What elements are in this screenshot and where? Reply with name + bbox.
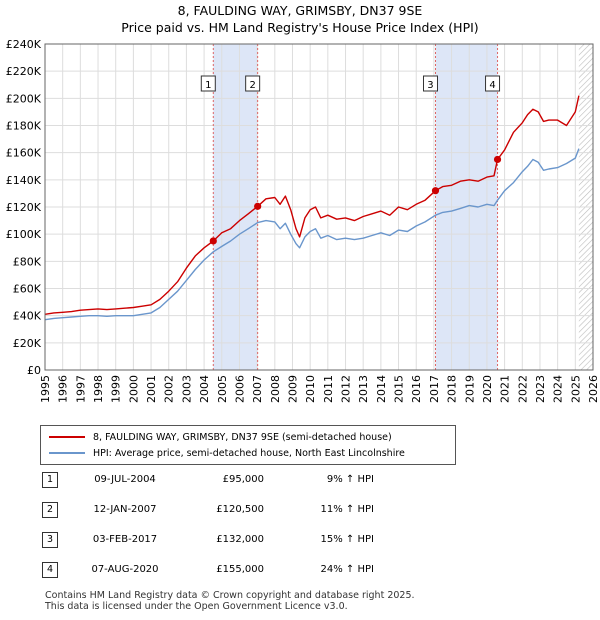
- x-tick-label: 2024: [552, 375, 565, 403]
- sale-row: 2 12-JAN-2007 £120,500 11% ↑ HPI: [42, 502, 562, 522]
- footer-licence: This data is licensed under the Open Gov…: [45, 601, 348, 612]
- sale-price: £120,500: [216, 504, 264, 515]
- y-tick-label: £100K: [6, 228, 42, 241]
- price-chart: £0 £20K £40K £60K £80K £100K £120K £140K £160K £1…: [6, 38, 600, 403]
- x-tick-label: 2006: [233, 375, 246, 403]
- y-tick-label: £60K: [13, 283, 42, 296]
- y-tick-label: £240K: [6, 38, 42, 51]
- x-tick-label: 2010: [304, 375, 317, 403]
- sale-hpi-diff: 9% ↑ HPI: [326, 474, 374, 485]
- x-tick-label: 2015: [393, 375, 406, 403]
- title-line-1: 8, FAULDING WAY, GRIMSBY, DN37 9SE: [177, 3, 423, 18]
- sale-label-number: 4: [489, 80, 495, 91]
- x-tick-label: 2018: [446, 375, 459, 403]
- x-tick-label: 1998: [92, 375, 105, 403]
- legend-line-hpi: [49, 452, 85, 454]
- legend-line-property: [49, 436, 85, 438]
- sale-price: £132,000: [216, 534, 264, 545]
- sale-date: 12-JAN-2007: [93, 504, 157, 515]
- sale-hpi-diff: 24% ↑ HPI: [320, 564, 374, 575]
- sale-label-number: 2: [249, 80, 255, 91]
- x-tick-label: 2013: [357, 375, 370, 403]
- legend: 8, FAULDING WAY, GRIMSBY, DN37 9SE (semi…: [40, 425, 456, 465]
- sale-label-frame: [422, 75, 438, 92]
- legend-label-hpi: HPI: Average price, semi-detached house,…: [93, 447, 405, 459]
- y-tick-label: £200K: [6, 92, 42, 105]
- x-tick-label: 2014: [375, 375, 388, 403]
- sale-label-frame: [485, 75, 501, 92]
- y-tick-label: £40K: [13, 310, 42, 323]
- y-tick-label: £160K: [6, 147, 42, 160]
- x-tick-label: 1997: [74, 375, 87, 403]
- sale-price: £95,000: [222, 474, 264, 485]
- x-tick-label: 2007: [251, 375, 264, 403]
- sale-row: 3 03-FEB-2017 £132,000 15% ↑ HPI: [42, 532, 562, 552]
- x-tick-label: 2020: [481, 375, 494, 403]
- x-tick-label: 2004: [198, 375, 211, 403]
- plot-frame: [44, 43, 594, 371]
- sale-label-box: 3: [422, 75, 438, 92]
- x-tick-label: 2026: [587, 375, 600, 403]
- x-tick-label: 2022: [516, 375, 529, 403]
- sale-number: 4: [42, 562, 58, 578]
- sale-point: [431, 187, 440, 195]
- sale-date: 09-JUL-2004: [94, 474, 156, 485]
- legend-label-property: 8, FAULDING WAY, GRIMSBY, DN37 9SE (semi…: [93, 431, 392, 443]
- legend-item-property: 8, FAULDING WAY, GRIMSBY, DN37 9SE (semi…: [49, 430, 392, 444]
- sale-label-frame: [245, 75, 261, 92]
- sale-hpi-diff: 15% ↑ HPI: [320, 534, 374, 545]
- x-tick-label: 2008: [269, 375, 282, 403]
- sale-label-box: 1: [200, 75, 216, 92]
- sale-label-number: 3: [427, 80, 433, 91]
- x-tick-label: 2000: [127, 375, 140, 403]
- x-tick-label: 2001: [145, 375, 158, 403]
- y-tick-label: £80K: [13, 255, 42, 268]
- sale-date: 03-FEB-2017: [92, 534, 158, 545]
- x-tick-label: 2005: [216, 375, 229, 403]
- sale-label-frame: [200, 75, 216, 92]
- sale-label-box: 4: [485, 75, 501, 92]
- sale-label-number: 1: [205, 80, 211, 91]
- sale-date: 07-AUG-2020: [91, 564, 159, 575]
- footer-copyright: Contains HM Land Registry data © Crown c…: [45, 590, 415, 601]
- x-tick-label: 2009: [286, 375, 299, 403]
- y-tick-label: £180K: [6, 120, 42, 133]
- x-tick-label: 2023: [534, 375, 547, 403]
- x-tick-label: 2012: [340, 375, 353, 403]
- x-tick-label: 2002: [163, 375, 176, 403]
- x-tick-label: 2011: [322, 375, 335, 403]
- sale-label-box: 2: [245, 75, 261, 92]
- hpi-line: [44, 148, 580, 321]
- x-tick-label: 1996: [57, 375, 70, 403]
- x-tick-label: 2019: [463, 375, 476, 403]
- x-tick-label: 1999: [110, 375, 123, 403]
- chart-title: 8, FAULDING WAY, GRIMSBY, DN37 9SE Price…: [0, 2, 600, 36]
- sale-row: 4 07-AUG-2020 £155,000 24% ↑ HPI: [42, 562, 562, 582]
- x-tick-label: 2016: [410, 375, 423, 403]
- sale-point: [254, 202, 262, 210]
- y-tick-label: £220K: [6, 65, 42, 78]
- property-price-line: [44, 95, 580, 315]
- x-tick-label: 2021: [499, 375, 512, 403]
- x-tick-label: 2003: [180, 375, 193, 403]
- x-tick-label: 1995: [39, 375, 52, 403]
- sale-number: 3: [42, 532, 58, 548]
- sale-price: £155,000: [216, 564, 264, 575]
- y-tick-label: £140K: [6, 174, 42, 187]
- y-tick-label: £120K: [6, 201, 42, 214]
- sale-row: 1 09-JUL-2004 £95,000 9% ↑ HPI: [42, 472, 562, 492]
- y-tick-label: £20K: [13, 337, 42, 350]
- title-line-2: Price paid vs. HM Land Registry's House …: [121, 20, 479, 35]
- sale-number: 2: [42, 502, 58, 518]
- sale-hpi-diff: 11% ↑ HPI: [320, 504, 374, 515]
- x-tick-label: 2025: [569, 375, 582, 403]
- y-tick-label: £0: [27, 364, 41, 377]
- footer: Contains HM Land Registry data © Crown c…: [45, 590, 415, 612]
- x-tick-label: 2017: [428, 375, 441, 403]
- sale-point: [493, 155, 502, 164]
- legend-item-hpi: HPI: Average price, semi-detached house,…: [49, 446, 405, 460]
- sale-point: [209, 237, 217, 245]
- sale-number: 1: [42, 472, 58, 488]
